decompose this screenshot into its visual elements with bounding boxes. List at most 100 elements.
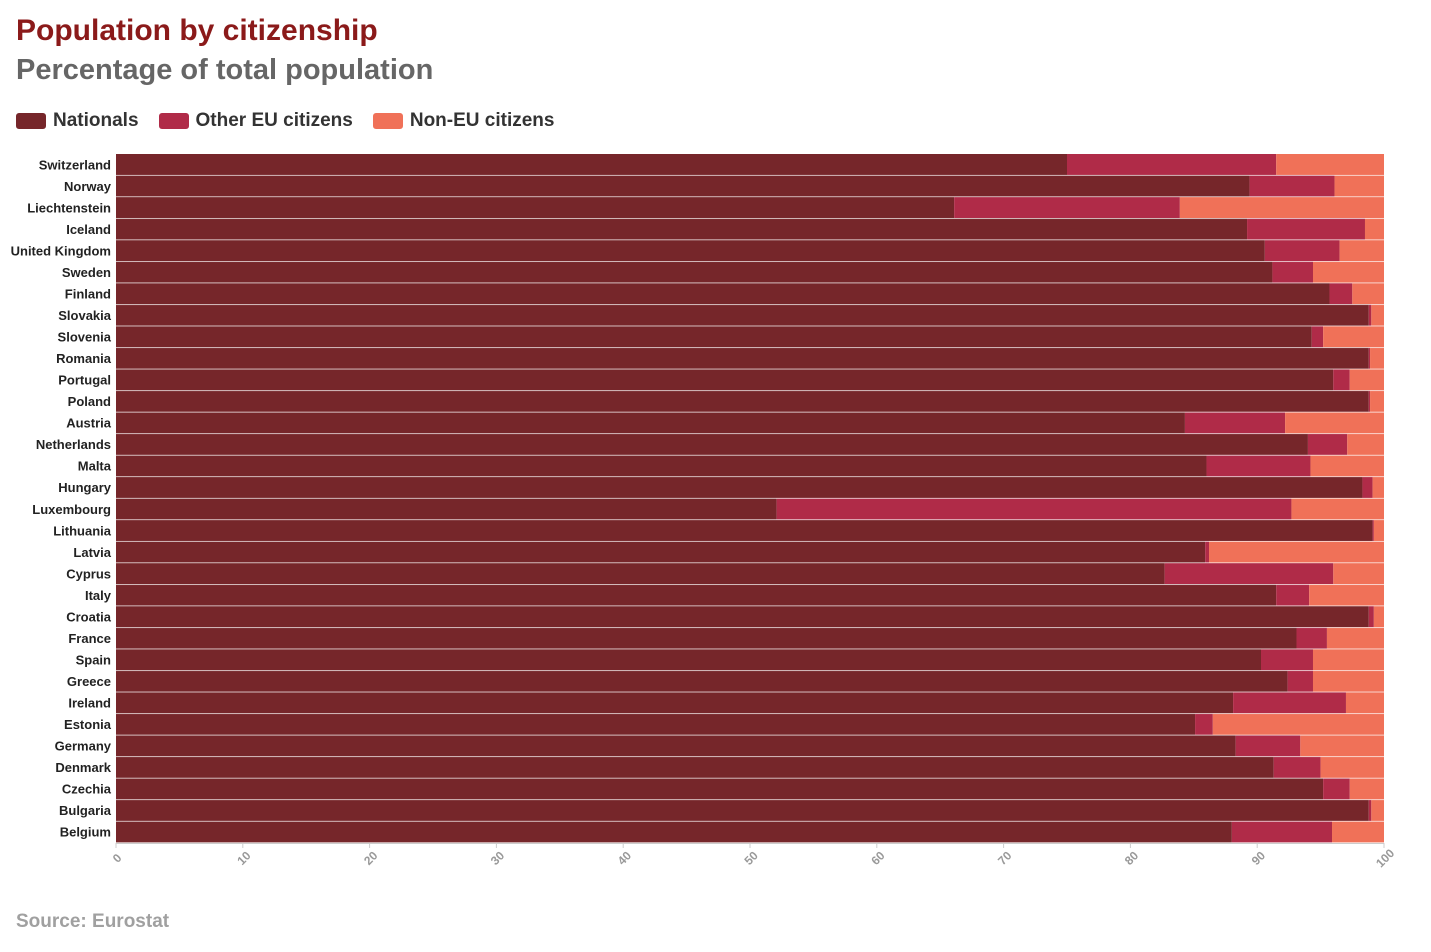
bar-bulgaria-other-eu[interactable] <box>1368 799 1372 821</box>
bar-italy-other-eu[interactable] <box>1276 584 1310 606</box>
bar-estonia-nationals[interactable] <box>116 713 1196 735</box>
bar-malta-other-eu[interactable] <box>1206 455 1311 477</box>
bar-cyprus-nationals[interactable] <box>116 563 1165 585</box>
bar-belgium-other-eu[interactable] <box>1231 821 1333 843</box>
bar-ireland-other-eu[interactable] <box>1233 692 1346 714</box>
legend-item-non-eu[interactable]: Non-EU citizens <box>372 110 554 132</box>
bar-spain-non-eu[interactable] <box>1312 649 1384 671</box>
bar-united-kingdom-nationals[interactable] <box>116 240 1265 262</box>
bar-greece-other-eu[interactable] <box>1287 670 1313 692</box>
bar-iceland-other-eu[interactable] <box>1247 218 1365 240</box>
bar-france-other-eu[interactable] <box>1296 627 1327 649</box>
bar-romania-other-eu[interactable] <box>1368 347 1371 369</box>
bar-austria-non-eu[interactable] <box>1285 412 1384 434</box>
bar-france-nationals[interactable] <box>116 627 1297 649</box>
bar-poland-non-eu[interactable] <box>1370 390 1384 412</box>
bar-poland-other-eu[interactable] <box>1368 390 1371 412</box>
bar-belgium-nationals[interactable] <box>116 821 1232 843</box>
bar-slovakia-non-eu[interactable] <box>1371 304 1384 326</box>
bar-latvia-other-eu[interactable] <box>1205 541 1210 563</box>
bar-norway-non-eu[interactable] <box>1334 175 1384 197</box>
bar-austria-other-eu[interactable] <box>1184 412 1286 434</box>
bar-finland-other-eu[interactable] <box>1329 283 1353 305</box>
bar-denmark-other-eu[interactable] <box>1273 756 1321 778</box>
bar-france-non-eu[interactable] <box>1326 627 1384 649</box>
bar-italy-nationals[interactable] <box>116 584 1277 606</box>
bar-croatia-nationals[interactable] <box>116 606 1369 628</box>
category-label-bulgaria: Bulgaria <box>59 803 112 818</box>
bar-united-kingdom-non-eu[interactable] <box>1339 240 1384 262</box>
bar-switzerland-non-eu[interactable] <box>1276 154 1384 175</box>
bar-norway-other-eu[interactable] <box>1249 175 1335 197</box>
bar-ireland-non-eu[interactable] <box>1345 692 1384 714</box>
bar-lithuania-other-eu[interactable] <box>1372 520 1374 541</box>
bar-czechia-other-eu[interactable] <box>1323 778 1350 800</box>
bar-hungary-non-eu[interactable] <box>1372 476 1384 498</box>
bar-malta-non-eu[interactable] <box>1310 455 1384 477</box>
bar-poland-nationals[interactable] <box>116 390 1369 412</box>
bar-czechia-non-eu[interactable] <box>1349 778 1384 800</box>
bar-lithuania-nationals[interactable] <box>116 520 1373 541</box>
bar-sweden-non-eu[interactable] <box>1312 261 1384 283</box>
bar-norway-nationals[interactable] <box>116 175 1250 197</box>
bar-portugal-nationals[interactable] <box>116 369 1334 391</box>
bar-slovenia-other-eu[interactable] <box>1311 326 1324 348</box>
bar-belgium-non-eu[interactable] <box>1332 821 1384 843</box>
bar-germany-other-eu[interactable] <box>1235 735 1301 757</box>
bar-switzerland-nationals[interactable] <box>116 154 1067 175</box>
bar-estonia-non-eu[interactable] <box>1212 713 1384 735</box>
bar-spain-other-eu[interactable] <box>1261 649 1313 671</box>
bar-liechtenstein-nationals[interactable] <box>116 197 955 218</box>
bar-portugal-non-eu[interactable] <box>1349 369 1384 391</box>
bar-iceland-nationals[interactable] <box>116 218 1248 240</box>
bar-bulgaria-non-eu[interactable] <box>1371 799 1384 821</box>
bar-denmark-non-eu[interactable] <box>1320 756 1384 778</box>
bar-luxembourg-other-eu[interactable] <box>776 498 1292 520</box>
bar-italy-non-eu[interactable] <box>1309 584 1384 606</box>
bar-hungary-other-eu[interactable] <box>1362 476 1373 498</box>
bar-sweden-nationals[interactable] <box>116 261 1273 283</box>
bar-malta-nationals[interactable] <box>116 455 1207 477</box>
bar-romania-nationals[interactable] <box>116 347 1369 369</box>
bar-czechia-nationals[interactable] <box>116 778 1324 800</box>
bar-cyprus-non-eu[interactable] <box>1333 563 1384 585</box>
bar-portugal-other-eu[interactable] <box>1333 369 1350 391</box>
bar-romania-non-eu[interactable] <box>1370 347 1384 369</box>
bar-germany-nationals[interactable] <box>116 735 1236 757</box>
bar-iceland-non-eu[interactable] <box>1364 218 1384 240</box>
bar-croatia-non-eu[interactable] <box>1373 606 1384 628</box>
bar-austria-nationals[interactable] <box>116 412 1185 434</box>
bar-latvia-non-eu[interactable] <box>1209 541 1384 563</box>
bar-greece-nationals[interactable] <box>116 670 1288 692</box>
bar-germany-non-eu[interactable] <box>1300 735 1384 757</box>
bar-finland-non-eu[interactable] <box>1352 283 1384 305</box>
bar-sweden-other-eu[interactable] <box>1272 261 1313 283</box>
bar-netherlands-non-eu[interactable] <box>1347 433 1384 455</box>
bar-netherlands-other-eu[interactable] <box>1307 433 1348 455</box>
bar-spain-nationals[interactable] <box>116 649 1261 671</box>
bar-slovakia-nationals[interactable] <box>116 304 1369 326</box>
bar-bulgaria-nationals[interactable] <box>116 799 1369 821</box>
bar-hungary-nationals[interactable] <box>116 476 1363 498</box>
legend-item-other-eu[interactable]: Other EU citizens <box>158 110 353 132</box>
bar-slovenia-non-eu[interactable] <box>1323 326 1384 348</box>
bar-lithuania-non-eu[interactable] <box>1373 520 1384 541</box>
bar-denmark-nationals[interactable] <box>116 756 1274 778</box>
bar-finland-nationals[interactable] <box>116 283 1330 305</box>
bar-slovakia-other-eu[interactable] <box>1368 304 1372 326</box>
bar-croatia-other-eu[interactable] <box>1368 606 1374 628</box>
bar-switzerland-other-eu[interactable] <box>1067 154 1277 175</box>
bar-slovenia-nationals[interactable] <box>116 326 1312 348</box>
legend-item-nationals[interactable]: Nationals <box>16 110 139 132</box>
bar-luxembourg-nationals[interactable] <box>116 498 777 520</box>
bar-liechtenstein-other-eu[interactable] <box>954 197 1180 218</box>
bar-liechtenstein-non-eu[interactable] <box>1179 197 1384 218</box>
bar-united-kingdom-other-eu[interactable] <box>1264 240 1340 262</box>
bar-luxembourg-non-eu[interactable] <box>1291 498 1384 520</box>
bar-latvia-nationals[interactable] <box>116 541 1206 563</box>
bar-greece-non-eu[interactable] <box>1312 670 1384 692</box>
bar-estonia-other-eu[interactable] <box>1195 713 1213 735</box>
bar-ireland-nationals[interactable] <box>116 692 1234 714</box>
bar-cyprus-other-eu[interactable] <box>1164 563 1334 585</box>
bar-netherlands-nationals[interactable] <box>116 433 1308 455</box>
